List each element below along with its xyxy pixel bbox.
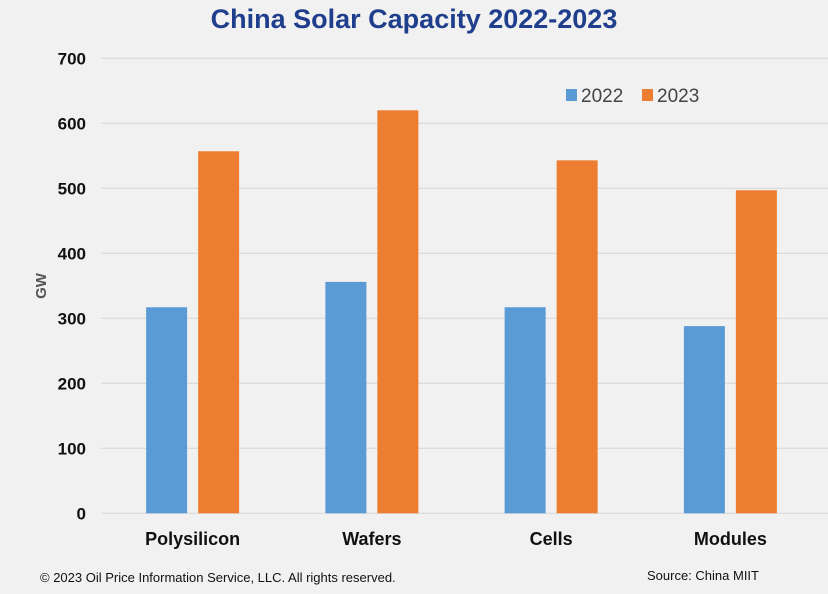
- y-tick-label: 500: [58, 179, 86, 198]
- bar-cells-2022: [504, 307, 546, 514]
- x-category-label: Cells: [530, 529, 573, 549]
- x-category-label: Polysilicon: [145, 529, 240, 549]
- x-category-label: Wafers: [342, 529, 401, 549]
- y-tick-label: 200: [58, 374, 86, 393]
- bar-modules-2023: [735, 190, 777, 514]
- y-tick-label: 300: [58, 309, 86, 328]
- copyright-note: © 2023 Oil Price Information Service, LL…: [40, 570, 396, 585]
- y-tick-label: 600: [58, 114, 86, 133]
- chart-title: China Solar Capacity 2022-2023: [211, 4, 618, 34]
- y-tick-label: 0: [77, 504, 86, 523]
- y-axis-label: GW: [33, 272, 50, 299]
- legend-swatch-2023: [642, 89, 653, 101]
- bar-cells-2023: [556, 160, 598, 514]
- y-tick-label: 400: [58, 244, 86, 263]
- bar-polysilicon-2023: [198, 151, 240, 514]
- bar-polysilicon-2022: [146, 307, 188, 514]
- source-note: Source: China MIIT: [647, 568, 759, 583]
- bar-wafers-2022: [325, 281, 367, 514]
- y-tick-label: 100: [58, 439, 86, 458]
- bar-wafers-2023: [377, 110, 419, 514]
- bar-modules-2022: [683, 326, 725, 514]
- legend-label: 2022: [581, 86, 623, 107]
- x-category-label: Modules: [694, 529, 767, 549]
- y-tick-label: 700: [58, 49, 86, 68]
- legend-swatch-2022: [566, 89, 577, 101]
- legend-label: 2023: [657, 86, 699, 107]
